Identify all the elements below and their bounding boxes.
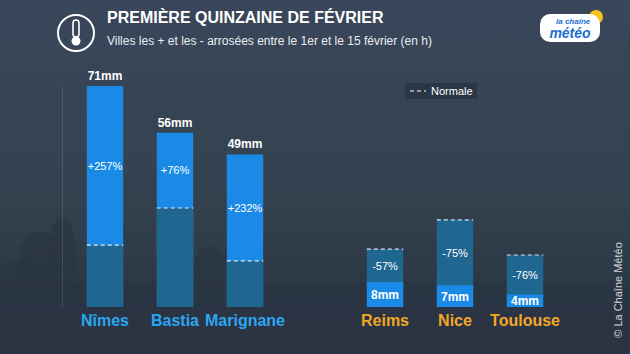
- x-tick: Nice: [438, 307, 472, 329]
- normal-bar: [87, 245, 123, 307]
- normal-line: [87, 244, 123, 245]
- logo: la chaînemétéo: [540, 10, 603, 42]
- legend: Normale: [405, 83, 477, 99]
- bar: [157, 133, 193, 307]
- normal-line: [367, 249, 403, 250]
- normal-bar: [367, 249, 403, 307]
- normal-line: [437, 219, 473, 220]
- bar: [87, 86, 123, 307]
- category-label: Toulouse: [490, 312, 560, 329]
- x-tick: Marignane: [205, 307, 285, 329]
- category-label: Bastia: [151, 312, 199, 329]
- category-label: Reims: [361, 312, 409, 329]
- title: PREMIÈRE QUINZAINE DE FÉVRIER: [107, 8, 384, 26]
- change-label: -75%: [442, 247, 468, 259]
- bar-group: [87, 86, 123, 307]
- value-label: 4mm: [511, 294, 539, 308]
- background: [0, 0, 630, 354]
- labels: 71mm +257% 56mm +76% 49mm +232% 8mm -57% 7mm -75%…: [88, 69, 539, 308]
- y-axis-line: [62, 87, 63, 308]
- change-label: +257%: [88, 160, 123, 172]
- legend-label: Normale: [431, 85, 473, 97]
- value-label: 71mm: [88, 69, 123, 83]
- bar-group: [157, 133, 193, 307]
- value-label: 49mm: [228, 137, 263, 151]
- legend-box: [405, 83, 477, 99]
- change-label: +232%: [228, 202, 263, 214]
- normal-bar: [227, 261, 263, 307]
- bar-group: [367, 249, 403, 307]
- copyright: © La Chaîne Météo: [612, 242, 624, 338]
- normal-line: [227, 260, 263, 261]
- chart-svg: PREMIÈRE QUINZAINE DE FÉVRIER Villes les …: [0, 0, 630, 354]
- normal-bar: [157, 208, 193, 307]
- logo-badge: [540, 14, 600, 42]
- normal-line: [507, 254, 543, 255]
- background-tree: [0, 261, 50, 289]
- x-tick: Toulouse: [490, 307, 560, 329]
- bars: [87, 86, 543, 307]
- legend-symbol: [410, 90, 426, 91]
- x-tick: Nîmes: [81, 307, 129, 329]
- normal-line: [157, 207, 193, 208]
- x-axis: Nîmes Bastia Marignane Reims Nice Toulouse: [71, 307, 561, 329]
- icon-tube: [73, 20, 79, 37]
- icon-circle: [58, 15, 94, 51]
- subtitle: Villes les + et les - arrosées entre le …: [107, 34, 432, 48]
- value-label: 8mm: [371, 288, 399, 302]
- icon-bulb: [72, 37, 81, 46]
- category-label: Nice: [438, 312, 472, 329]
- bar: [437, 285, 473, 307]
- x-tick: Bastia: [151, 307, 199, 329]
- value-label: 56mm: [158, 116, 193, 130]
- bar: [227, 154, 263, 307]
- normal-bar: [437, 220, 473, 307]
- bar-group: [227, 154, 263, 307]
- logo-text: météo: [549, 25, 591, 41]
- background-tree: [194, 246, 226, 290]
- category-label: Marignane: [205, 312, 285, 329]
- y-axis: [62, 87, 63, 308]
- category-label: Nîmes: [81, 312, 129, 329]
- change-label: +76%: [161, 164, 190, 176]
- value-label: 7mm: [441, 290, 469, 304]
- chart-root: PREMIÈRE QUINZAINE DE FÉVRIER Villes les …: [0, 0, 630, 354]
- change-label: -57%: [372, 260, 398, 272]
- change-label: -76%: [512, 269, 538, 281]
- x-tick: Reims: [361, 307, 409, 329]
- x-axis-line: [71, 307, 561, 308]
- bar: [367, 282, 403, 307]
- bar-group: [437, 220, 473, 307]
- thermometer-icon: [58, 15, 94, 51]
